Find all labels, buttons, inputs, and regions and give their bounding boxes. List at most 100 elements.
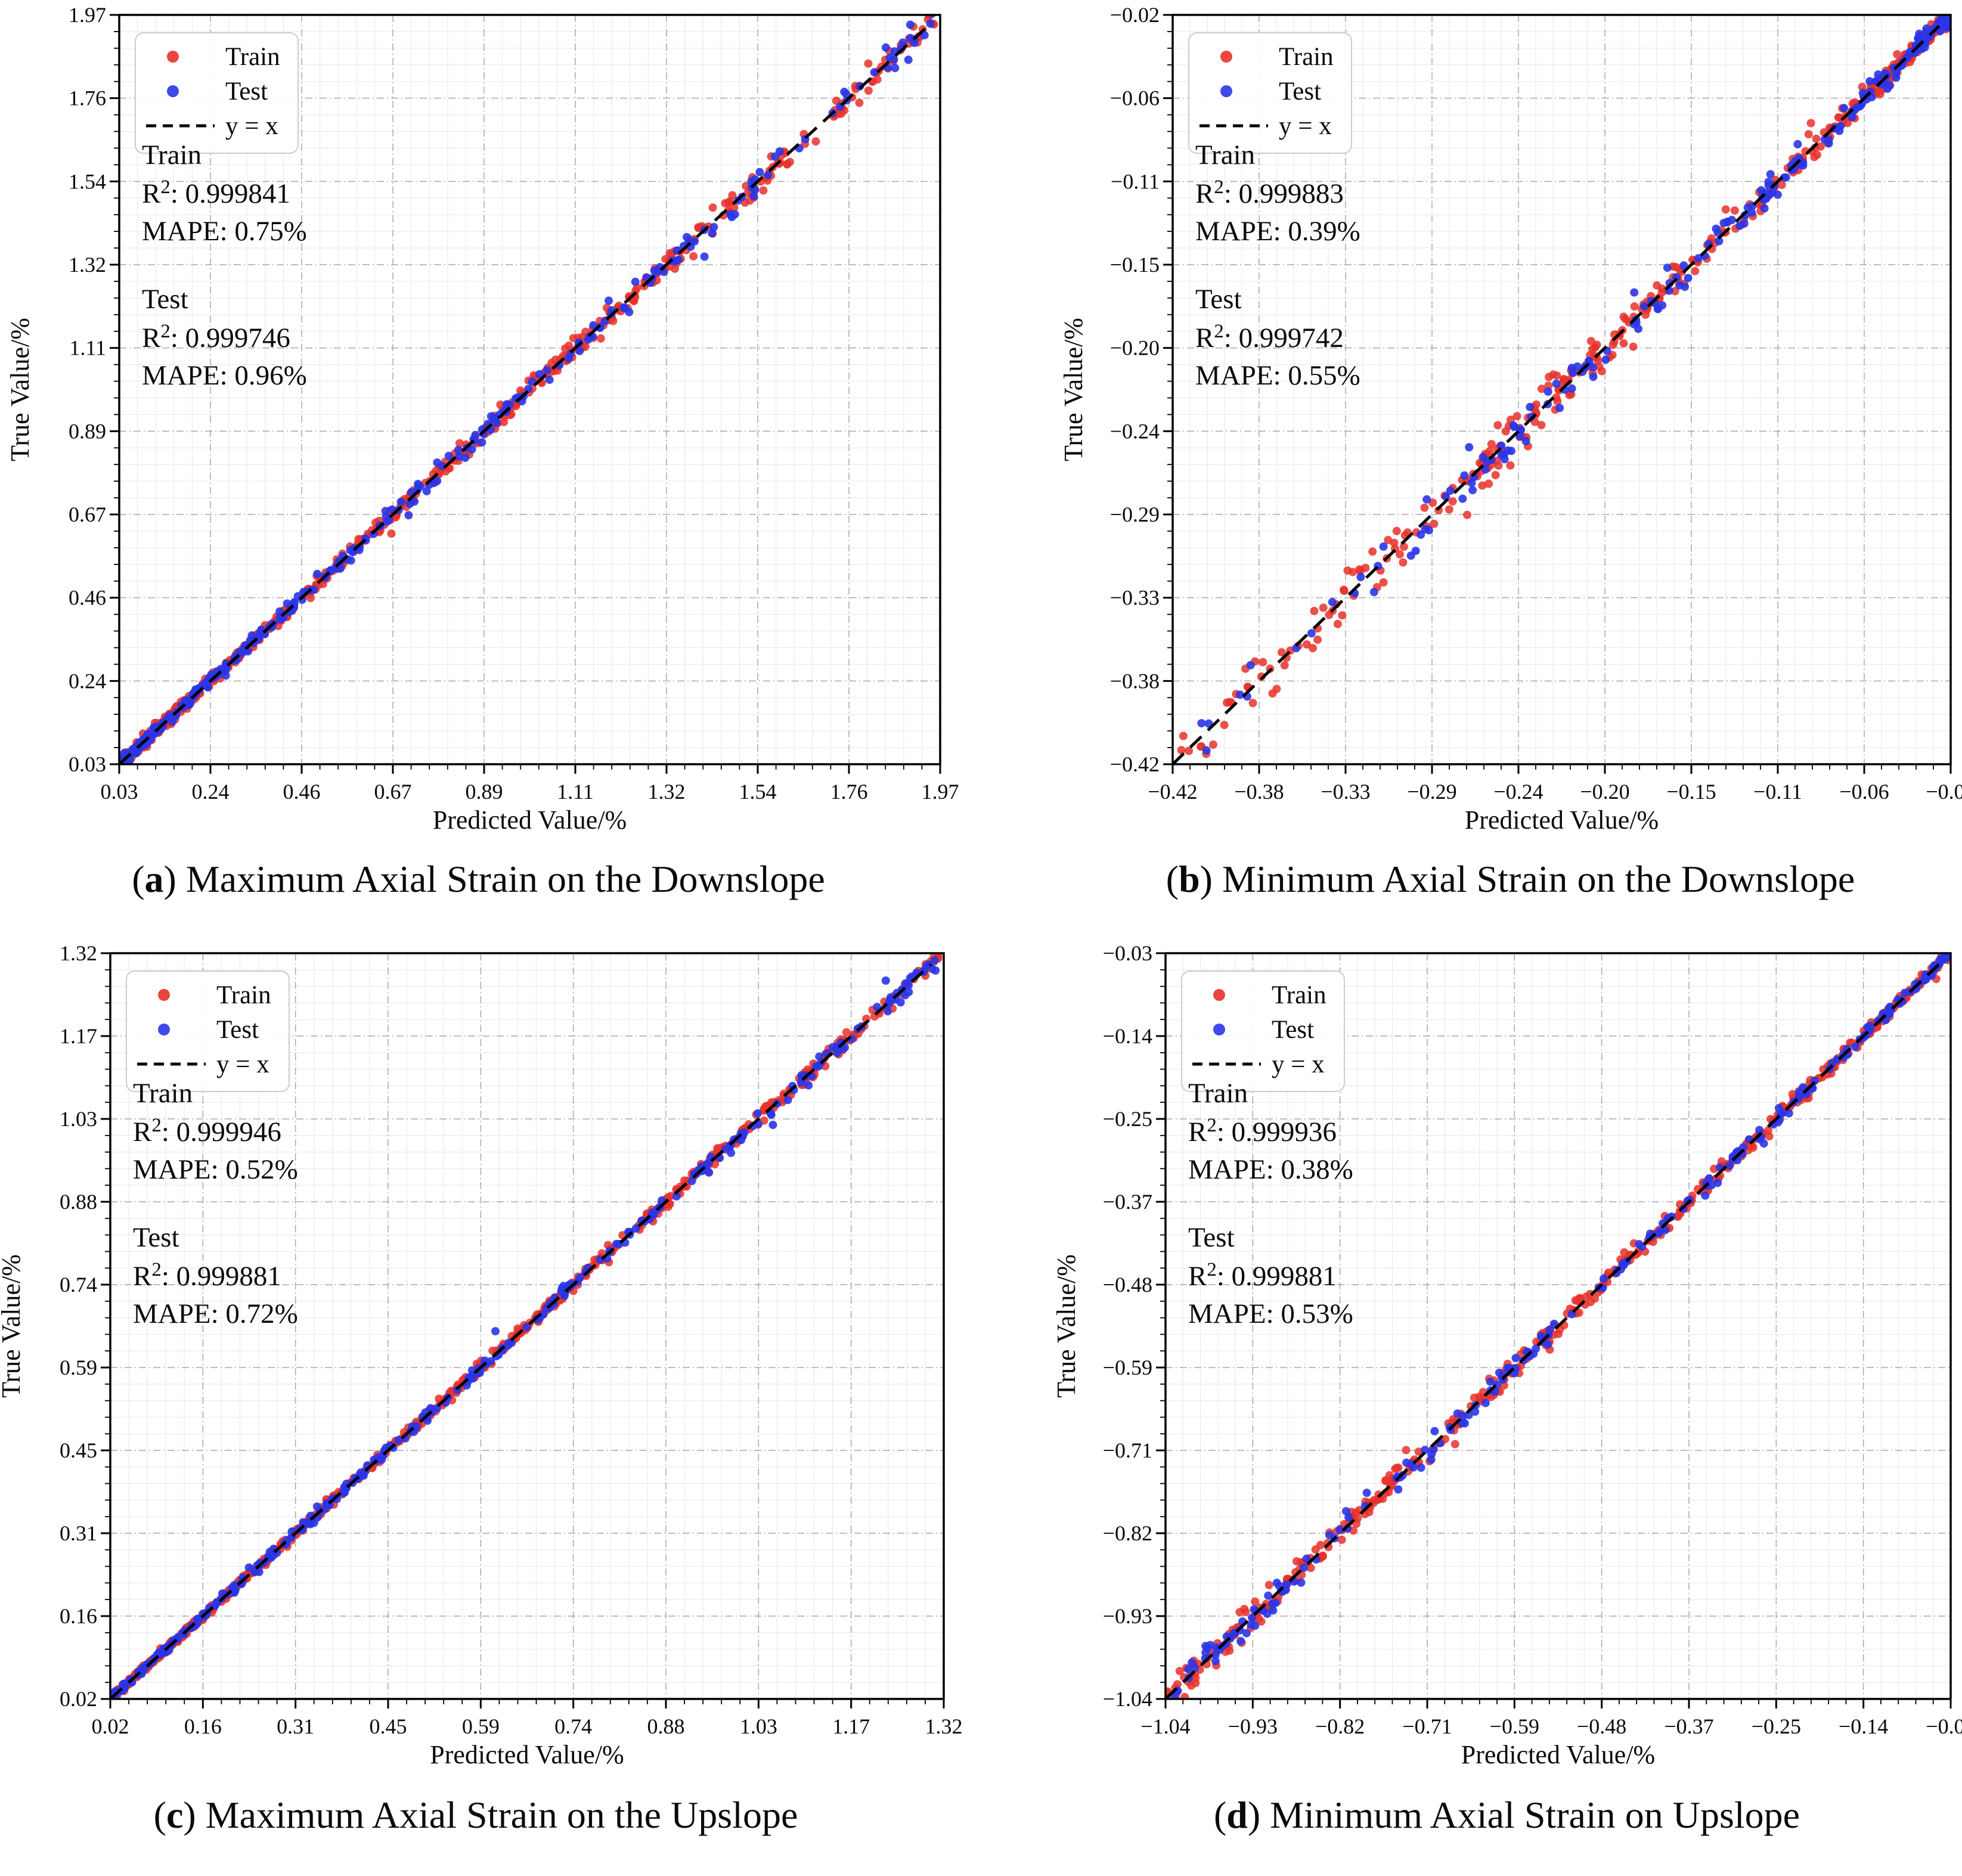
x-tick-label: 1.11 <box>557 780 594 804</box>
minor-grid <box>119 15 940 764</box>
test-point <box>584 335 593 344</box>
train-point <box>726 197 734 206</box>
train-point <box>1463 510 1471 519</box>
test-point <box>1774 1103 1783 1112</box>
legend-box <box>126 970 290 1092</box>
test-point <box>1773 190 1782 199</box>
test-point <box>522 1323 531 1332</box>
legend-box <box>135 32 299 154</box>
test-point <box>1328 598 1337 607</box>
x-tick-label: 0.59 <box>462 1714 500 1738</box>
test-point <box>904 988 913 997</box>
test-point <box>1417 1463 1425 1472</box>
test-point <box>922 962 931 970</box>
test-point <box>1411 547 1420 556</box>
test-point <box>931 966 940 975</box>
train-point <box>864 59 873 68</box>
legend: Train Test y = x <box>135 32 299 154</box>
stats-test-header: Test <box>133 1222 179 1253</box>
test-point <box>1521 437 1530 445</box>
train-point <box>713 1144 722 1153</box>
train-point <box>759 186 768 195</box>
train-point <box>1384 535 1393 544</box>
test-point <box>1555 404 1564 413</box>
test-point <box>755 168 764 176</box>
legend-identity-label: y = x <box>1272 1050 1325 1078</box>
train-point <box>1272 684 1281 693</box>
test-point <box>753 1109 762 1118</box>
stats-test-mape: MAPE: 0.55% <box>1195 360 1360 391</box>
legend-identity-label: y = x <box>216 1050 269 1078</box>
test-point <box>930 956 939 965</box>
train-point <box>1777 181 1786 189</box>
test-point <box>1840 104 1849 113</box>
test-point <box>870 68 879 77</box>
legend-test-marker <box>1213 1024 1225 1035</box>
y-tick-label: 0.89 <box>69 419 106 443</box>
test-point <box>467 445 476 454</box>
test-point <box>1409 1463 1418 1472</box>
y-tick-label: −0.82 <box>1103 1521 1152 1545</box>
y-tick-label: 0.24 <box>69 669 106 693</box>
test-point <box>1793 139 1802 148</box>
train-point <box>1235 1608 1244 1617</box>
y-tick-label: −0.93 <box>1103 1604 1152 1628</box>
legend-train-marker <box>167 51 179 63</box>
y-tick-label: −0.15 <box>1110 253 1160 277</box>
train-point <box>1470 1393 1479 1402</box>
y-tick-label: 0.59 <box>60 1356 97 1379</box>
test-point <box>1427 1455 1436 1464</box>
test-point <box>1728 216 1736 224</box>
train-point <box>1619 339 1628 348</box>
test-point <box>708 229 717 238</box>
y-axis-label: True Value/% <box>5 318 35 461</box>
stats-test-header: Test <box>1195 284 1242 315</box>
x-tick-label: 1.03 <box>740 1714 777 1738</box>
test-point <box>1640 302 1649 311</box>
test-point <box>1468 486 1477 495</box>
test-point <box>1212 1643 1221 1652</box>
panel-c: 0.02 0.02 0.16 0.16 0.31 0.31 0.45 0.45 0.59 0.59… <box>0 941 963 1836</box>
test-point <box>1429 1445 1438 1454</box>
train-point <box>631 286 640 295</box>
test-point <box>1471 1407 1480 1416</box>
x-tick-label: 0.46 <box>283 780 321 804</box>
train-point <box>1277 648 1286 657</box>
test-point <box>221 666 230 675</box>
panel-b: −0.42 −0.42 −0.38 −0.38 −0.33 −0.33 −0.29 −0.29… <box>1059 3 1962 900</box>
train-point <box>1179 731 1188 740</box>
x-tick-label: −0.02 <box>1926 780 1962 804</box>
train-point <box>1392 1463 1401 1472</box>
test-point <box>1248 1614 1257 1623</box>
test-point <box>1760 204 1769 213</box>
test-point <box>1836 122 1845 131</box>
train-point <box>387 529 396 538</box>
test-point <box>1421 1446 1430 1455</box>
train-point <box>1333 619 1342 628</box>
legend-train-marker <box>1213 989 1225 1001</box>
axis-ticks <box>1163 14 1952 774</box>
train-point <box>1338 611 1347 620</box>
stats-test-r2: R2: 0.999881 <box>1188 1259 1337 1292</box>
test-point <box>1191 1664 1199 1672</box>
major-grid <box>1173 15 1951 764</box>
test-point <box>653 267 662 276</box>
legend-identity-label: y = x <box>1279 112 1332 140</box>
x-axis-label: Predicted Value/% <box>1465 805 1659 835</box>
test-point <box>1297 1578 1306 1587</box>
test-point <box>1781 173 1790 182</box>
train-point <box>1248 699 1257 708</box>
train-point <box>1552 371 1561 380</box>
stats-train-mape: MAPE: 0.39% <box>1195 216 1360 247</box>
train-point <box>1532 400 1541 409</box>
train-point <box>1280 661 1289 670</box>
test-point <box>612 1239 621 1248</box>
y-tick-label: −0.37 <box>1103 1190 1152 1214</box>
y-tick-label: 0.31 <box>60 1521 97 1545</box>
test-point <box>444 451 453 460</box>
stats-train-r2: R2: 0.999841 <box>142 176 290 209</box>
test-point <box>333 564 341 573</box>
train-point <box>783 160 792 169</box>
test-point <box>881 43 890 52</box>
